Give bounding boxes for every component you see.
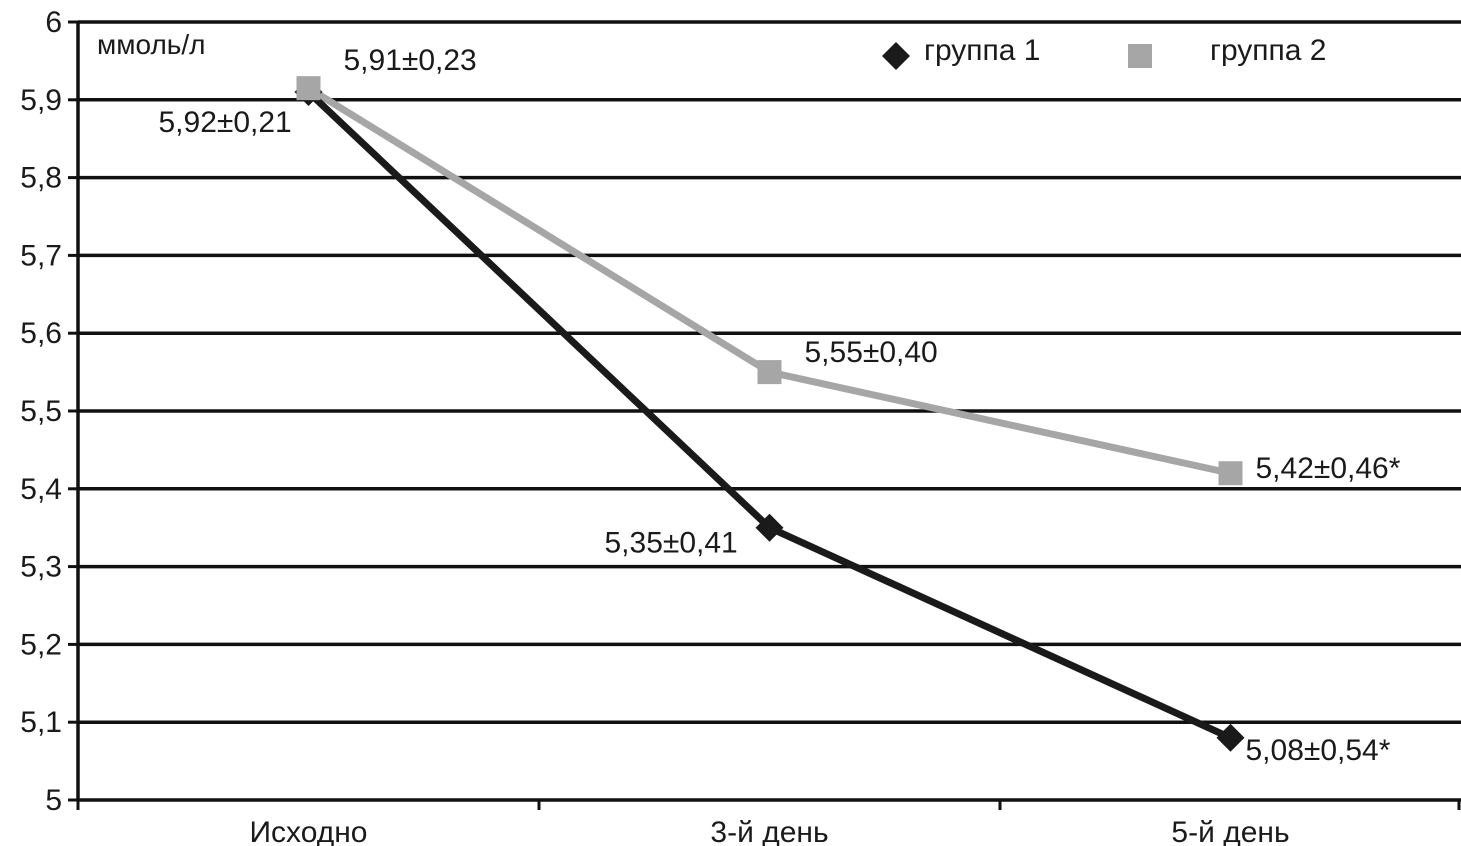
legend-marker-group-1 (882, 42, 910, 70)
data-label: 5,55±0,40 (805, 336, 938, 369)
y-tick-label: 5,5 (20, 395, 62, 428)
y-tick-label: 6 (45, 6, 62, 39)
data-label: 5,08±0,54* (1246, 734, 1391, 767)
y-tick-label: 5,9 (20, 84, 62, 117)
y-tick-label: 5,8 (20, 162, 62, 195)
x-tick-label: 5-й день (1171, 816, 1289, 846)
legend: группа 1 группа 2 (882, 34, 1326, 70)
data-point-group-2 (296, 76, 321, 101)
y-tick-label: 5,4 (20, 473, 62, 506)
x-axis: Исходно 3-й день 5-й день (76, 798, 1461, 846)
series-lines (294, 76, 1245, 752)
legend-label: группа 2 (1210, 34, 1326, 67)
data-point-group-1 (1216, 723, 1245, 752)
y-axis-unit-label: ммоль/л (97, 29, 206, 60)
y-tick-label: 5,6 (20, 317, 62, 350)
data-point-group-2 (1218, 461, 1243, 486)
data-label: 5,42±0,46* (1256, 452, 1401, 485)
y-tick-label: 5,2 (20, 628, 62, 661)
y-tick-label: 5 (45, 784, 62, 817)
y-tick-label: 5,7 (20, 239, 62, 272)
legend-marker-group-2 (1128, 44, 1152, 68)
legend-label: группа 1 (924, 34, 1040, 67)
data-labels: 5,92±0,21 5,35±0,41 5,08±0,54* 5,91±0,23 5,5… (159, 44, 1401, 767)
data-label: 5,92±0,21 (159, 106, 292, 139)
data-point-group-2 (757, 360, 782, 385)
data-label: 5,91±0,23 (344, 44, 477, 77)
x-tick-label: 3-й день (710, 816, 828, 846)
series-line-2 (306, 85, 1232, 477)
data-label: 5,35±0,41 (605, 527, 738, 560)
grid-lines (78, 20, 1461, 724)
data-point-group-1 (755, 513, 784, 542)
y-tick-label: 5,1 (20, 706, 62, 739)
x-tick-label: Исходно (249, 816, 367, 846)
y-tick-label: 5,3 (20, 551, 62, 584)
y-axis: 5 5,1 5,2 5,3 5,4 5,5 5,6 5,7 5,8 5,9 6 (20, 6, 80, 817)
series-line-1 (306, 89, 1232, 741)
